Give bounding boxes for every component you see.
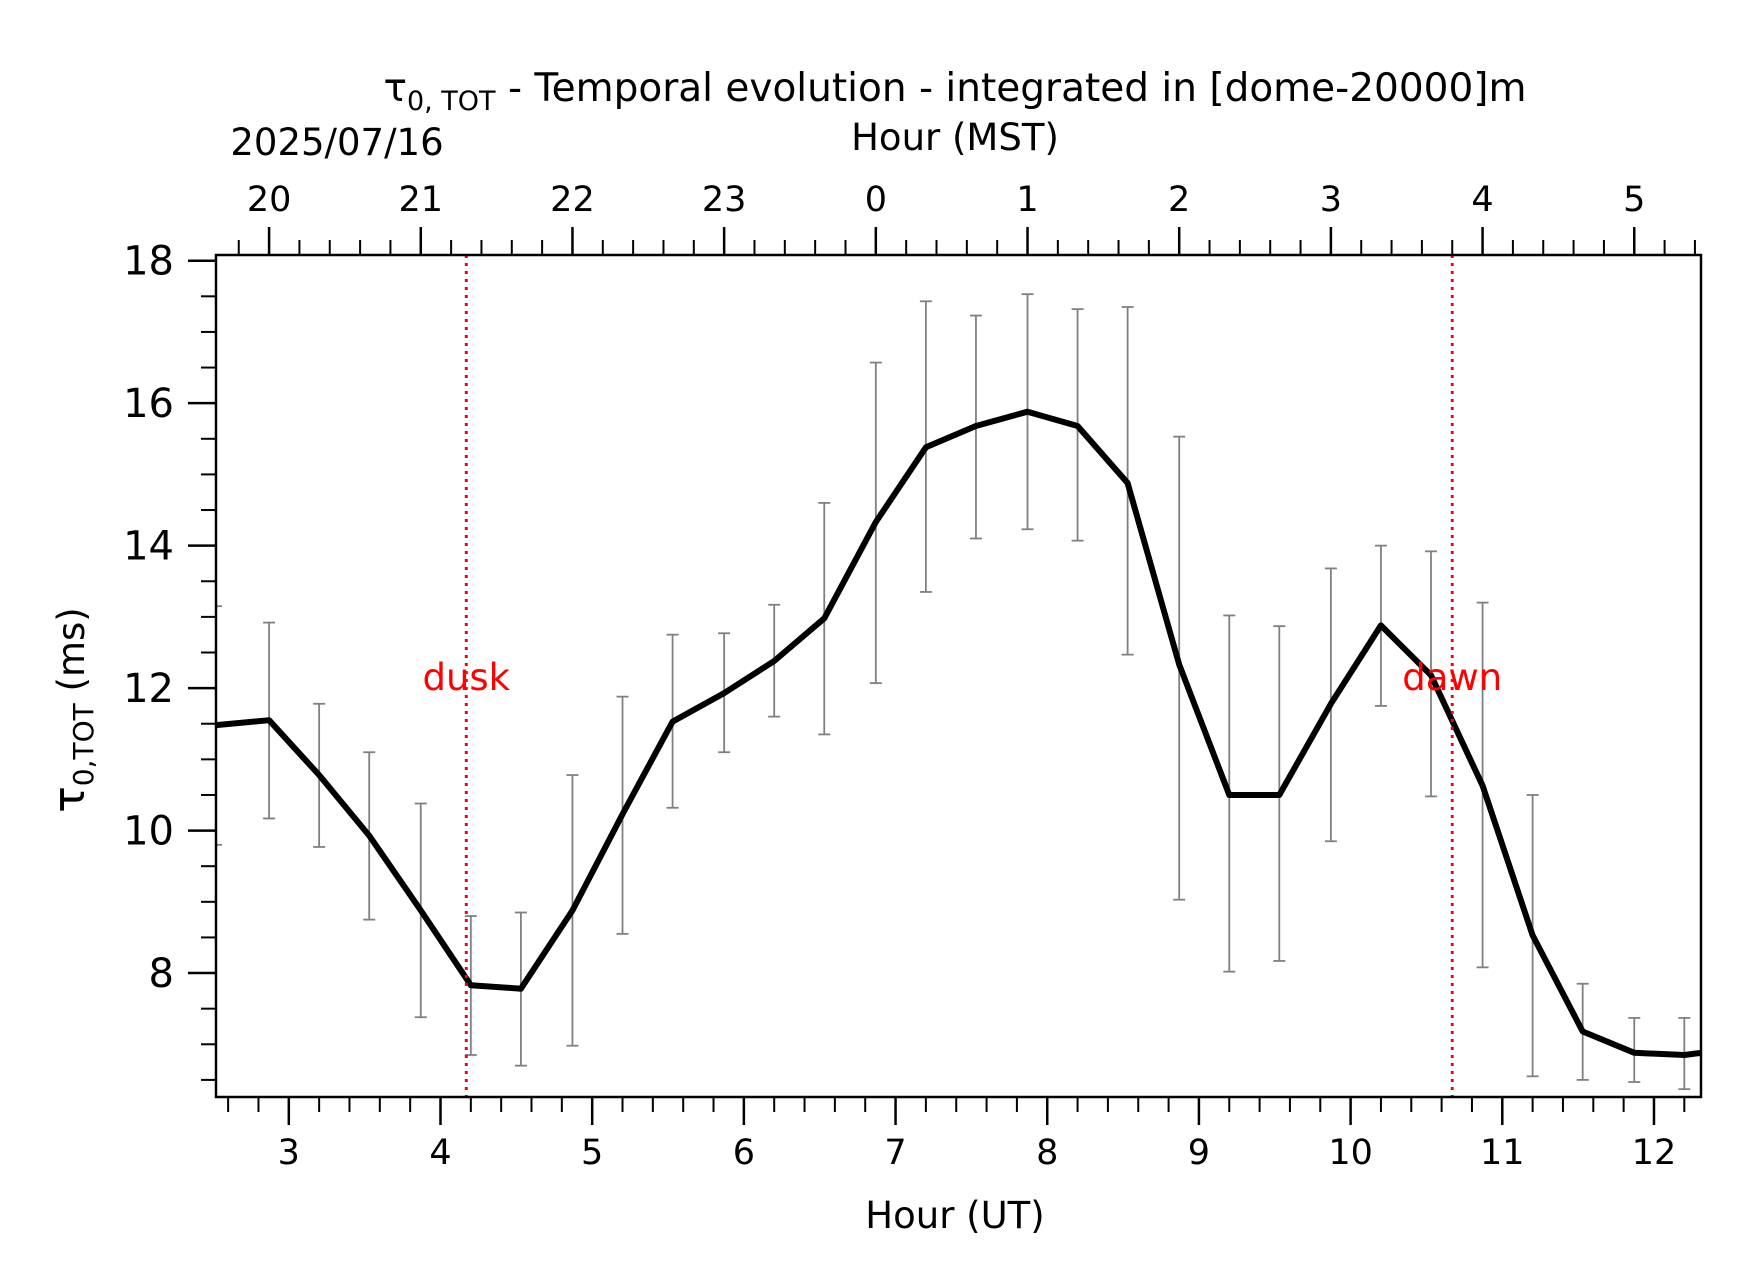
x-tick-label: 12: [1632, 1133, 1677, 1173]
top-tick-label: 2: [1168, 180, 1190, 220]
plot-area: dusk dawn: [216, 255, 1701, 1097]
y-tick-label: 16: [123, 381, 174, 427]
top-tick-label: 5: [1623, 180, 1645, 220]
y-tick-label: 12: [123, 666, 174, 712]
x-tick-label: 5: [581, 1133, 603, 1173]
top-tick-label: 4: [1471, 180, 1493, 220]
event-label-dusk: dusk: [422, 656, 510, 699]
title-rest: - Temporal evolution - integrated in [do…: [496, 66, 1527, 111]
title-subscript: 0, TOT: [407, 86, 496, 117]
event-label-dawn: dawn: [1402, 656, 1502, 699]
top-tick-label: 22: [550, 180, 595, 220]
top-x-axis-title: Hour (MST): [851, 116, 1059, 159]
x-tick-label: 7: [884, 1133, 906, 1173]
y-tick-label: 8: [149, 951, 174, 997]
x-tick-label: 9: [1188, 1133, 1210, 1173]
ylabel-subscript: 0,TOT: [67, 702, 100, 786]
x-axis-title: Hour (UT): [865, 1194, 1044, 1237]
x-tick-label: 6: [733, 1133, 755, 1173]
series-line: [216, 408, 1701, 1058]
top-tick-label: 3: [1320, 180, 1342, 220]
ylabel-symbol: τ: [44, 786, 95, 813]
y-axis-title: τ0,TOT (ms): [44, 607, 100, 812]
plot-frame: [214, 253, 1703, 1099]
top-tick-label: 1: [1016, 180, 1038, 220]
top-tick-label: 20: [247, 180, 292, 220]
date-label: 2025/07/16: [230, 121, 443, 164]
x-tick-label: 8: [1036, 1133, 1058, 1173]
y-tick-label: 10: [123, 809, 174, 855]
x-tick-label: 11: [1480, 1133, 1525, 1173]
y-tick-label: 14: [123, 524, 174, 570]
chart-title: τ0, TOT - Temporal evolution - integrate…: [383, 66, 1526, 117]
ylabel-rest: (ms): [50, 607, 93, 703]
top-tick-label: 23: [702, 180, 747, 220]
x-tick-label: 4: [429, 1133, 451, 1173]
x-tick-label: 10: [1328, 1133, 1373, 1173]
top-tick-label: 0: [865, 180, 887, 220]
title-symbol: τ: [383, 66, 406, 111]
error-bar: [216, 605, 222, 846]
x-tick-label: 3: [278, 1133, 300, 1173]
top-tick-label: 21: [399, 180, 444, 220]
y-tick-label: 18: [123, 239, 174, 285]
